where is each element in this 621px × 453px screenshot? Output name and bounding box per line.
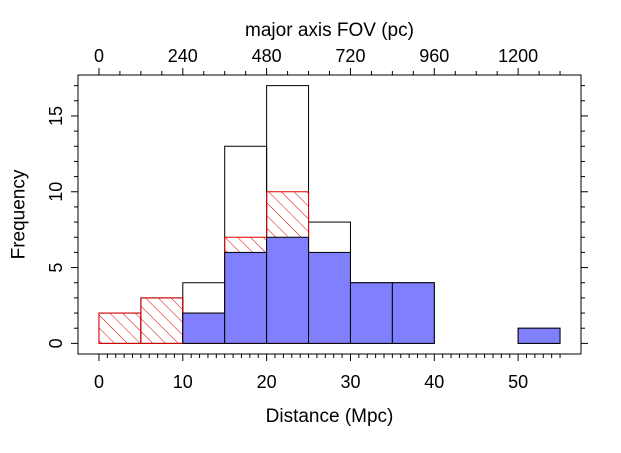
bar-blue-bin-2 [182,312,226,344]
top-tick-label-0: 0 [94,46,104,66]
x-tick-label-0: 0 [94,372,104,392]
bar-hatched-bin-0 [98,312,142,344]
x-tick-label-10: 10 [173,372,193,392]
x-tick-label-20: 20 [257,372,277,392]
x-tick-label-40: 40 [424,372,444,392]
x-axis-title: Distance (Mpc) [266,406,394,427]
x-tick-label-30: 30 [340,372,360,392]
bar-blue-bin-4 [266,236,310,344]
bar-blue-bin-5 [308,251,351,344]
y-axis-title: Frequency [9,169,30,259]
top-tick-label-720: 720 [335,46,365,66]
x-tick-label-50: 50 [508,372,528,392]
top-tick-label-1200: 1200 [498,46,538,66]
y-tick-label-0: 0 [46,338,66,348]
y-tick-label-10: 10 [46,182,66,202]
top-tick-label-960: 960 [419,46,449,66]
y-tick-label-15: 15 [46,106,66,126]
bar-hatched-bin-1 [140,297,184,344]
top-tick-label-480: 480 [252,46,282,66]
bar-blue-bin-7 [391,282,435,344]
bar-blue-bin-10 [517,327,561,344]
bar-blue-bin-3 [224,251,268,344]
y-tick-label-5: 5 [46,263,66,273]
bar-blue-bin-6 [349,282,393,344]
top-axis-title: major axis FOV (pc) [245,20,414,41]
top-tick-label-240: 240 [168,46,198,66]
